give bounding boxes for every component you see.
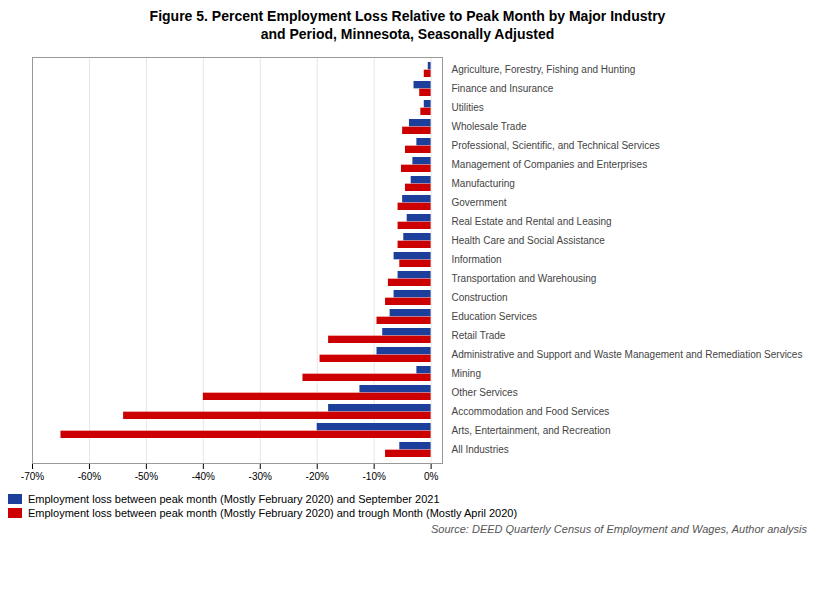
svg-text:Agriculture, Forestry, Fishing: Agriculture, Forestry, Fishing and Hunti… (452, 64, 636, 75)
svg-text:Other Services: Other Services (452, 387, 518, 398)
svg-text:Administrative and Support and: Administrative and Support and Waste Man… (452, 349, 803, 360)
svg-text:-60%: -60% (78, 471, 101, 482)
svg-text:-10%: -10% (362, 471, 385, 482)
svg-text:Accommodation and Food Service: Accommodation and Food Services (452, 406, 610, 417)
svg-text:Management of Companies and En: Management of Companies and Enterprises (452, 159, 648, 170)
html-text:Employment loss between peak m: Employment loss between peak month (Most… (28, 493, 440, 505)
svg-text:Arts, Entertainment, and Recre: Arts, Entertainment, and Recreation (452, 425, 611, 436)
svg-text:Government: Government (452, 197, 507, 208)
svg-text:Construction: Construction (452, 292, 508, 303)
svg-text:-40%: -40% (192, 471, 215, 482)
svg-text:-20%: -20% (306, 471, 329, 482)
svg-text:Real Estate and Rental and Lea: Real Estate and Rental and Leasing (452, 216, 612, 227)
svg-text:-30%: -30% (249, 471, 272, 482)
svg-text:Mining: Mining (452, 368, 481, 379)
svg-text:Health Care and Social Assista: Health Care and Social Assistance (452, 235, 606, 246)
html-text:Source: DEED Quarterly Census: Source: DEED Quarterly Census of Employm… (431, 523, 807, 535)
svg-text:-70%: -70% (21, 471, 44, 482)
svg-text:Utilities: Utilities (452, 102, 484, 113)
svg-text:Retail Trade: Retail Trade (452, 330, 506, 341)
svg-text:Professional, Scientific, and: Professional, Scientific, and Technical … (452, 140, 660, 151)
svg-text:Transportation and Warehousing: Transportation and Warehousing (452, 273, 597, 284)
html-text:Figure 5. Percent Employment L: Figure 5. Percent Employment Loss Relati… (149, 8, 666, 42)
svg-text:All Industries: All Industries (452, 444, 509, 455)
svg-text:Information: Information (452, 254, 502, 265)
svg-text:0%: 0% (424, 471, 439, 482)
svg-text:Manufacturing: Manufacturing (452, 178, 515, 189)
svg-text:Wholesale Trade: Wholesale Trade (452, 121, 527, 132)
svg-text:-50%: -50% (135, 471, 158, 482)
svg-text:Finance and Insurance: Finance and Insurance (452, 83, 554, 94)
html-text:Employment loss between peak m: Employment loss between peak month (Most… (28, 507, 518, 519)
svg-text:Education Services: Education Services (452, 311, 538, 322)
